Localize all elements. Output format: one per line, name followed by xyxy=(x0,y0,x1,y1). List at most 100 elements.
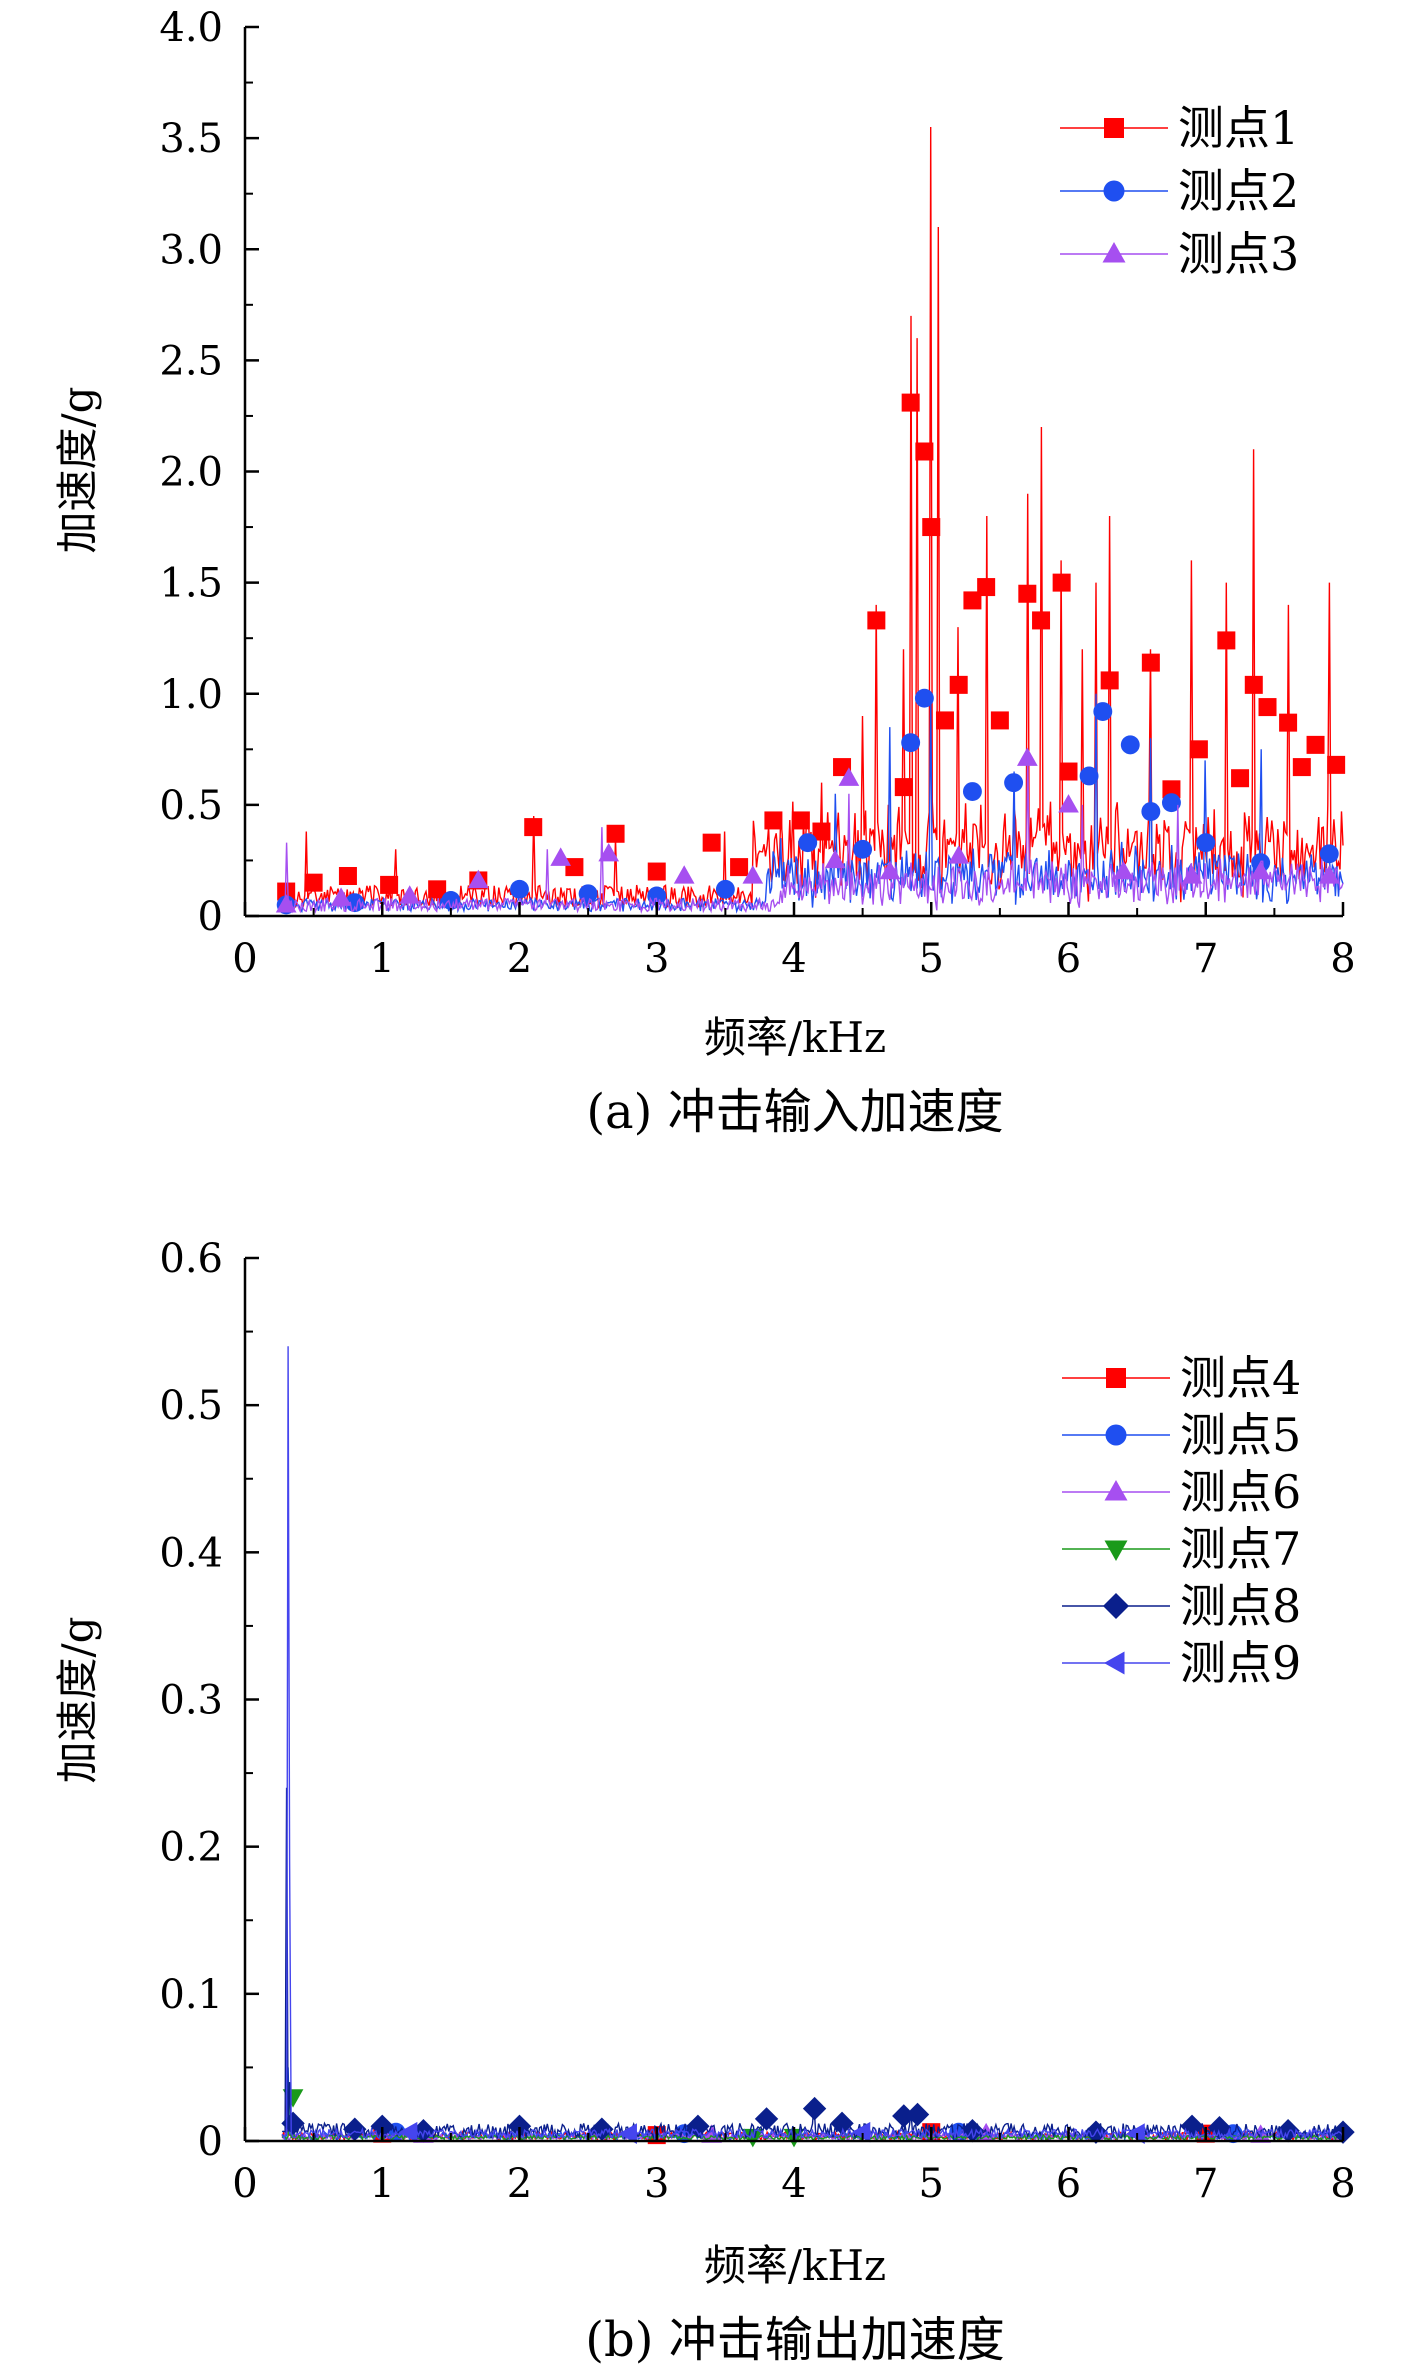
legend-item: 测点2 xyxy=(1060,164,1299,218)
data-point xyxy=(467,869,489,889)
data-point xyxy=(879,860,901,880)
data-point xyxy=(1181,865,1203,884)
data-point xyxy=(915,442,934,461)
figure-caption: (a) 冲击输入加速度 xyxy=(586,1084,1003,1140)
data-point xyxy=(838,767,860,786)
legend-item: 测点1 xyxy=(1060,101,1299,155)
data-point xyxy=(892,2104,916,2128)
legend-marker xyxy=(1106,1368,1126,1388)
data-point xyxy=(343,2117,367,2141)
data-point xyxy=(1126,2123,1145,2144)
data-point xyxy=(1318,865,1340,884)
series-line xyxy=(281,693,1344,914)
x-tick-label: 2 xyxy=(507,2161,532,2207)
x-tick-label: 3 xyxy=(644,2161,669,2207)
y-tick-label: 2.5 xyxy=(159,338,223,384)
data-point xyxy=(618,2123,637,2144)
data-point xyxy=(1258,698,1277,717)
x-tick-label: 4 xyxy=(781,936,806,982)
data-point xyxy=(1162,780,1181,799)
data-point xyxy=(901,733,921,753)
data-point xyxy=(802,2096,827,2121)
data-point xyxy=(550,847,572,866)
y-tick-label: 3.5 xyxy=(159,116,223,162)
data-point xyxy=(380,875,399,894)
legend-label: 测点1 xyxy=(1178,101,1299,155)
data-point xyxy=(1058,794,1079,813)
x-tick-label: 3 xyxy=(644,936,669,982)
data-point xyxy=(507,2114,532,2138)
x-tick-label: 5 xyxy=(919,2161,944,2207)
data-point xyxy=(1059,762,1078,781)
series-1 xyxy=(277,126,1346,910)
data-point xyxy=(673,865,695,884)
y-tick-label: 4.0 xyxy=(159,5,223,51)
y-tick-label: 2.0 xyxy=(159,450,223,496)
legend-label: 测点2 xyxy=(1178,164,1299,218)
data-point xyxy=(1292,758,1311,777)
data-point xyxy=(702,833,721,852)
data-point xyxy=(1306,735,1325,754)
legend-label: 测点6 xyxy=(1180,1465,1301,1519)
data-point xyxy=(345,893,365,913)
legend-marker xyxy=(1104,1480,1128,1501)
series-3 xyxy=(275,747,1344,914)
data-point xyxy=(1319,844,1339,864)
data-point xyxy=(1120,735,1140,755)
data-point xyxy=(914,688,934,708)
y-axis-title: 加速度/g xyxy=(53,386,102,553)
data-point xyxy=(948,845,970,864)
y-tick-label: 0.4 xyxy=(159,1530,223,1576)
data-point xyxy=(1250,860,1271,880)
y-tick-label: 0.5 xyxy=(159,1383,223,1429)
data-point xyxy=(1093,702,1113,721)
x-tick-label: 8 xyxy=(1330,936,1355,982)
legend-item: 测点8 xyxy=(1062,1579,1301,1633)
series-5 xyxy=(281,1787,1355,2144)
data-point xyxy=(977,578,996,597)
series-line xyxy=(281,1346,1344,2141)
data-point xyxy=(833,758,852,777)
legend-item: 测点7 xyxy=(1062,1522,1301,1576)
data-point xyxy=(606,824,625,843)
series-6 xyxy=(281,1346,1344,2144)
y-tick-label: 0.6 xyxy=(159,1236,223,1282)
legend-item: 测点6 xyxy=(1062,1465,1301,1519)
y-tick-label: 0 xyxy=(198,2119,223,2165)
data-point xyxy=(275,894,297,913)
data-point xyxy=(905,2102,930,2127)
data-point xyxy=(304,873,323,892)
x-tick-label: 1 xyxy=(370,2161,395,2207)
data-point xyxy=(715,879,735,899)
y-tick-label: 1.0 xyxy=(159,672,223,718)
data-point xyxy=(830,2111,854,2136)
data-point xyxy=(791,811,810,830)
legend-label: 测点7 xyxy=(1180,1522,1301,1576)
data-point xyxy=(398,2121,418,2143)
legend-marker xyxy=(1105,1424,1127,1446)
data-point xyxy=(949,675,968,694)
data-point xyxy=(1113,860,1134,880)
data-point xyxy=(1141,653,1160,672)
data-point xyxy=(1100,671,1119,690)
x-tick-label: 7 xyxy=(1193,2161,1218,2207)
y-tick-label: 0.1 xyxy=(159,1972,223,2018)
legend-marker xyxy=(1104,118,1124,138)
data-point xyxy=(1231,769,1250,788)
data-point xyxy=(277,882,296,901)
x-tick-label: 0 xyxy=(232,936,257,982)
data-point xyxy=(1141,802,1161,821)
legend-marker xyxy=(1103,1593,1129,1619)
data-point xyxy=(867,611,886,630)
legend-item: 测点3 xyxy=(1060,227,1299,281)
data-point xyxy=(1004,773,1024,793)
x-tick-label: 6 xyxy=(1056,2161,1081,2207)
legend-label: 测点4 xyxy=(1180,1351,1301,1405)
legend-label: 测点3 xyxy=(1178,227,1299,281)
y-tick-label: 3.0 xyxy=(159,227,223,273)
x-axis-title: 频率/kHz xyxy=(704,2241,886,2290)
data-point xyxy=(1052,573,1071,592)
data-point xyxy=(962,782,982,801)
